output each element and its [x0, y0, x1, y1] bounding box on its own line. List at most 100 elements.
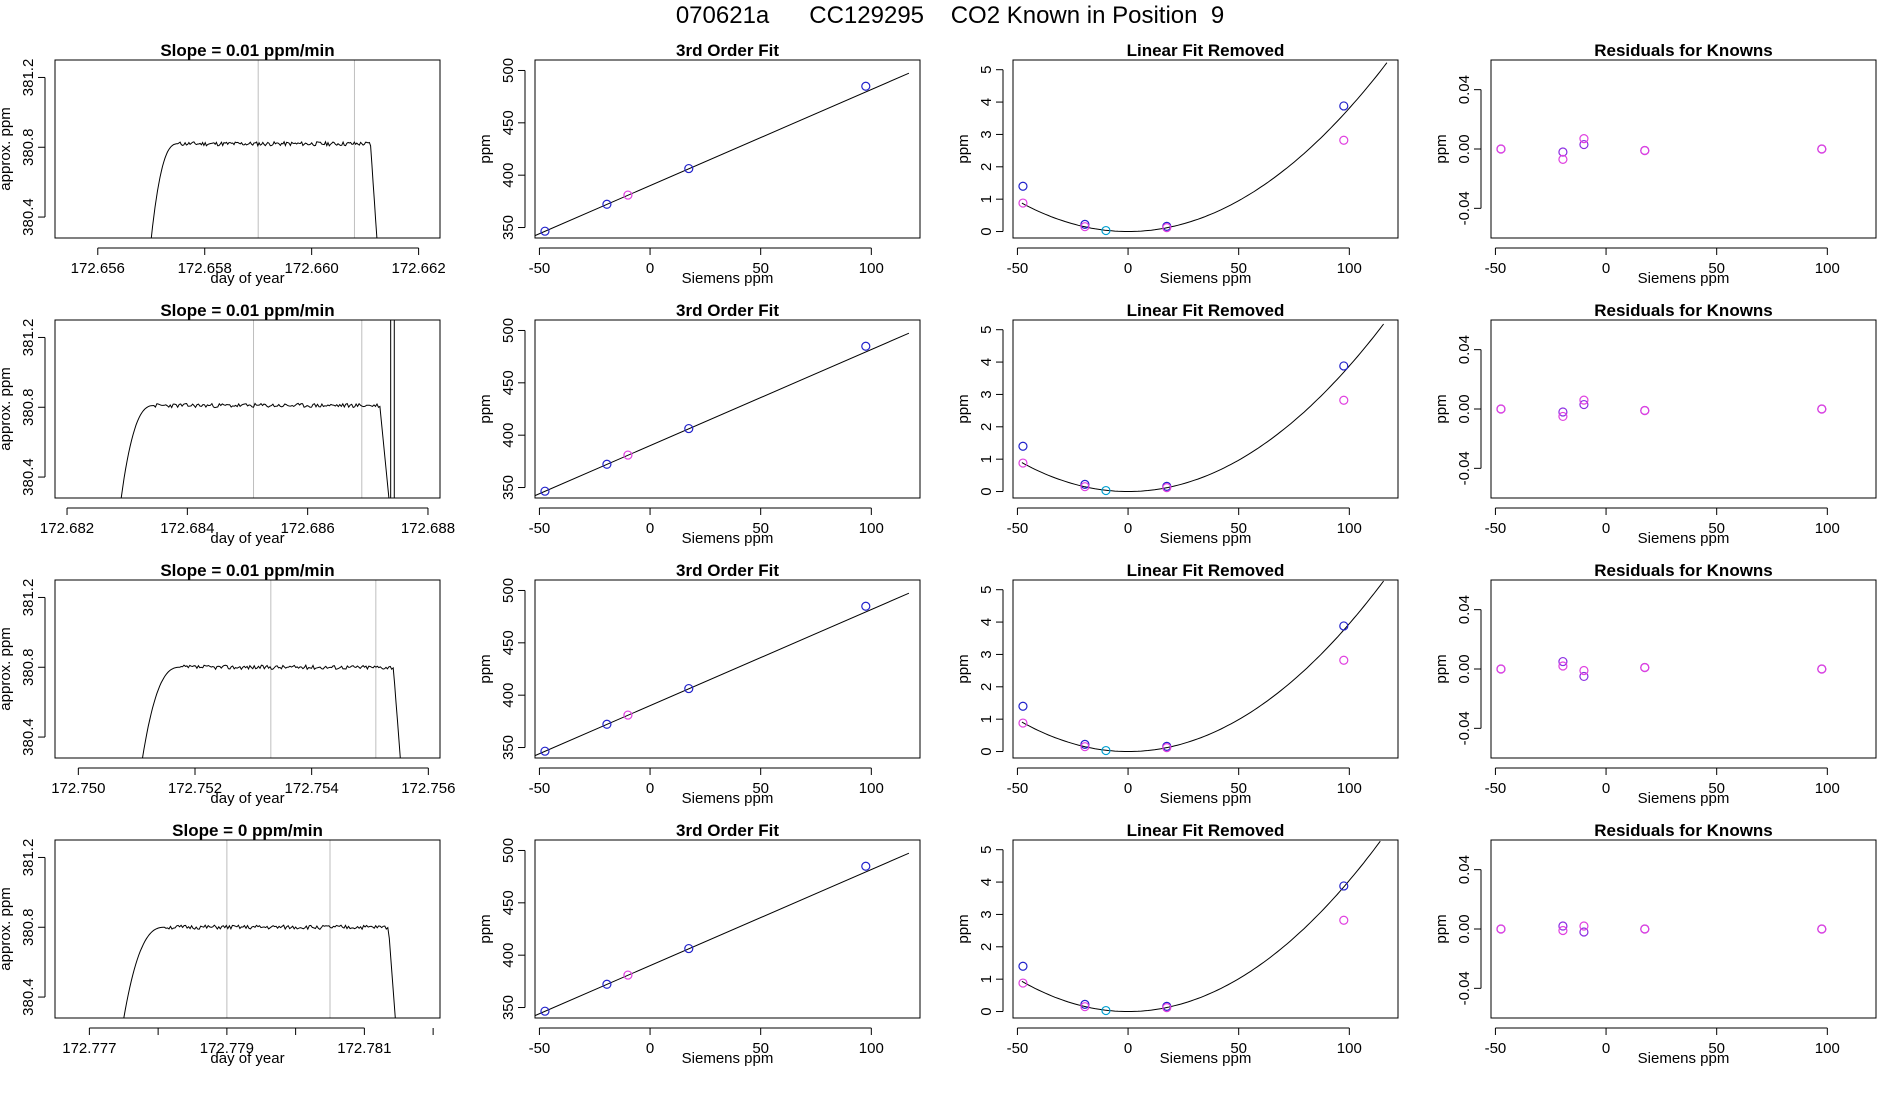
- fit-frame: [534, 579, 921, 759]
- timeseries-title: Slope = 0 ppm/min: [172, 821, 323, 840]
- linfit-ytick-label: 4: [978, 358, 995, 366]
- timeseries-ytick-label: 380.8: [20, 128, 37, 166]
- linfit-point: [1080, 742, 1090, 752]
- resid-point: [1640, 405, 1650, 416]
- linfit-xlabel: Siemens ppm: [1160, 1050, 1252, 1067]
- fit-ytick-label: 450: [500, 370, 517, 395]
- fit-panel-4: 3rd Order Fit Siemens ppm ppm -50 0 50 100 350 4…: [477, 821, 921, 1067]
- resid-title: Residuals for Knowns: [1594, 821, 1773, 840]
- linfit-frame: [1012, 839, 1399, 1019]
- linfit-ylabel: ppm: [955, 394, 972, 423]
- linfit-point: [1018, 441, 1028, 451]
- timeseries-ytick-label: 380.8: [20, 908, 37, 946]
- linfit-ytick-label: 3: [978, 910, 995, 918]
- linfit-ytick-label: 4: [978, 98, 995, 106]
- page-title: 070621a CC129295 CO2 Known in Position 9: [675, 2, 1225, 29]
- linfit-point: [1101, 225, 1111, 236]
- linfit-ytick-label: 0: [978, 487, 995, 495]
- linfit-ytick-label: 4: [978, 878, 995, 886]
- fit-point: [861, 81, 871, 91]
- fit-xtick-label: -50: [529, 780, 551, 797]
- fit-xlabel: Siemens ppm: [682, 1050, 774, 1067]
- resid-xtick-label: 0: [1602, 260, 1610, 277]
- resid-ytick-label: 0.04: [1456, 75, 1473, 104]
- fit-point: [623, 970, 633, 980]
- resid-xtick-label: 100: [1815, 520, 1840, 537]
- fit-ytick-label: 350: [500, 995, 517, 1020]
- linfit-xtick-label: 100: [1337, 780, 1362, 797]
- resid-frame: [1490, 319, 1877, 499]
- resid-xtick-label: 50: [1708, 1040, 1725, 1057]
- resid-xlabel: Siemens ppm: [1638, 530, 1730, 547]
- linfit-ytick-label: 2: [978, 163, 995, 171]
- linfit-point: [1339, 915, 1349, 925]
- linfit-xtick-label: 100: [1337, 520, 1362, 537]
- timeseries-xtick-label: 172.781: [337, 1040, 391, 1057]
- resid-point: [1579, 927, 1589, 937]
- timeseries-xlabel: day of year: [210, 530, 284, 547]
- resid-point: [1496, 404, 1506, 414]
- linfit-xtick-label: 0: [1124, 520, 1132, 537]
- timeseries-xlabel: day of year: [210, 270, 284, 287]
- linfit-ytick-label: 1: [978, 975, 995, 983]
- fit-point: [861, 601, 871, 611]
- fit-point: [684, 943, 694, 954]
- fit-point: [684, 423, 694, 434]
- timeseries-frame: [54, 319, 441, 499]
- linfit-point: [1339, 101, 1349, 111]
- resid-point: [1640, 924, 1650, 934]
- resid-point: [1558, 925, 1568, 936]
- fit-xlabel: Siemens ppm: [682, 270, 774, 287]
- timeseries-panel-3: Slope = 0.01 ppm/min day of year approx. p…: [0, 561, 455, 807]
- resid-point: [1496, 664, 1506, 674]
- resid-point: [1579, 671, 1589, 682]
- fit-point: [602, 719, 612, 729]
- timeseries-xtick-label: 172.754: [285, 780, 339, 797]
- linfit-ytick-label: 3: [978, 650, 995, 658]
- resid-title: Residuals for Knowns: [1594, 41, 1773, 60]
- fit-ylabel: ppm: [477, 914, 494, 943]
- fit-frame: [534, 319, 921, 499]
- resid-panel-1: Residuals for Knowns Siemens ppm ppm -50 0 50…: [1433, 41, 1877, 287]
- resid-point: [1579, 134, 1589, 144]
- linfit-title: Linear Fit Removed: [1127, 561, 1285, 580]
- timeseries-ytick-label: 380.4: [20, 198, 37, 236]
- resid-xtick-label: 50: [1708, 520, 1725, 537]
- resid-ytick-label: 0.00: [1456, 914, 1473, 943]
- timeseries-xtick-label: 172.660: [285, 260, 339, 277]
- resid-point: [1558, 661, 1568, 671]
- linfit-ytick-label: 0: [978, 227, 995, 235]
- linfit-xtick-label: 0: [1124, 260, 1132, 277]
- linfit-point: [1162, 223, 1172, 233]
- resid-point: [1640, 145, 1650, 156]
- resid-title: Residuals for Knowns: [1594, 301, 1773, 320]
- linfit-title: Linear Fit Removed: [1127, 821, 1285, 840]
- fit-point: [623, 450, 633, 460]
- timeseries-trace: [150, 140, 378, 239]
- timeseries-trace: [120, 402, 390, 499]
- resid-point: [1640, 662, 1650, 673]
- timeseries-ytick-label: 381.2: [20, 839, 37, 877]
- resid-xtick-label: 0: [1602, 520, 1610, 537]
- linfit-ytick-label: 0: [978, 1007, 995, 1015]
- linfit-point: [1339, 395, 1349, 405]
- linfit-ytick-label: 2: [978, 683, 995, 691]
- resid-xtick-label: -50: [1485, 260, 1507, 277]
- resid-xtick-label: 100: [1815, 260, 1840, 277]
- fit-ytick-label: 500: [500, 838, 517, 863]
- linfit-point: [1018, 978, 1028, 988]
- resid-point: [1558, 407, 1568, 417]
- linfit-point: [1339, 881, 1349, 891]
- resid-ytick-label: 0.00: [1456, 654, 1473, 683]
- timeseries-xtick-label: 172.756: [401, 780, 455, 797]
- linfit-xlabel: Siemens ppm: [1160, 270, 1252, 287]
- resid-point: [1558, 921, 1568, 931]
- fit-curve: [534, 852, 910, 1017]
- fit-ylabel: ppm: [477, 394, 494, 423]
- linfit-point: [1018, 701, 1028, 711]
- timeseries-ylabel: approx. ppm: [0, 367, 14, 450]
- resid-ytick-label: -0.04: [1456, 711, 1473, 745]
- resid-xlabel: Siemens ppm: [1638, 270, 1730, 287]
- resid-ytick-label: -0.04: [1456, 971, 1473, 1005]
- resid-ytick-label: 0.00: [1456, 134, 1473, 163]
